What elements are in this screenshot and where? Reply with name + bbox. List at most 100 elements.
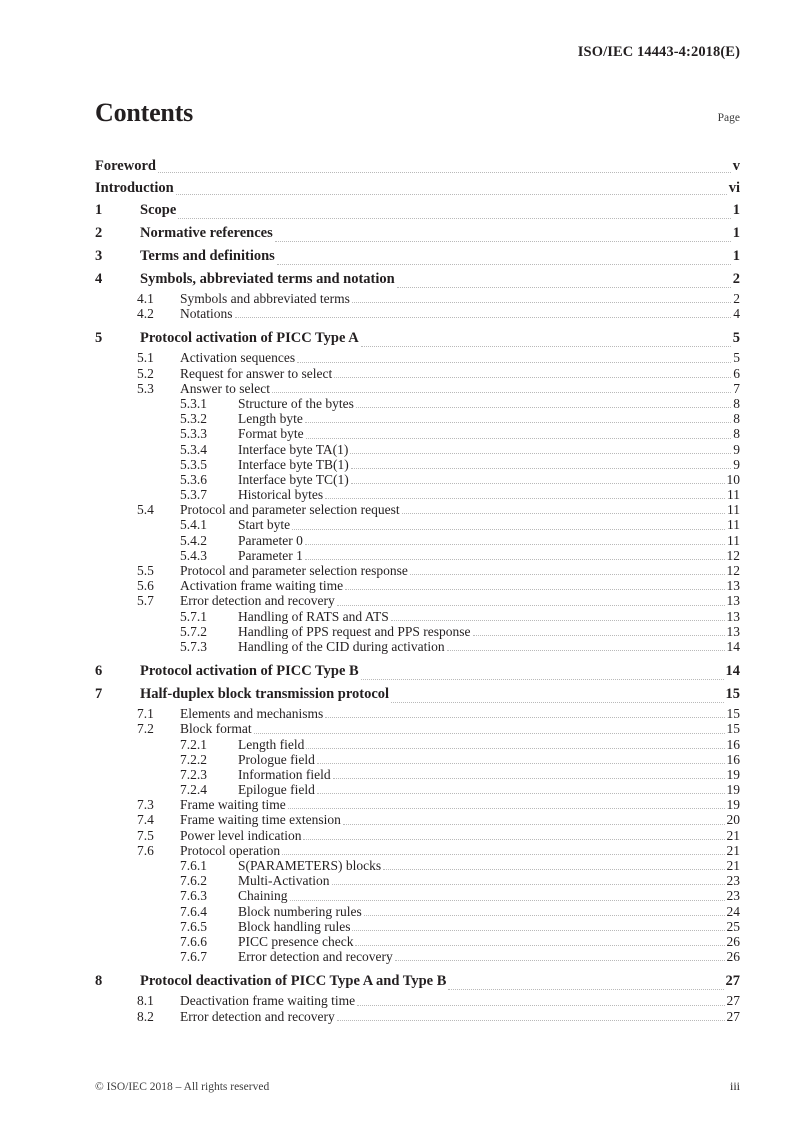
toc-entry-page-number: 16 [726, 751, 741, 767]
toc-entry[interactable]: 5.4 Protocol and parameter selection requ… [95, 502, 740, 517]
toc-entry[interactable]: 4.1 Symbols and abbreviated terms 2 [95, 291, 740, 306]
toc-leader-dots [305, 437, 732, 439]
toc-entry[interactable]: 7.6.4 Block numbering rules 24 [95, 904, 740, 919]
toc-entry-number: 5.4 [137, 502, 154, 518]
toc-leader-dots [357, 1004, 725, 1006]
toc-entry[interactable]: 7.6.5 Block handling rules 25 [95, 919, 740, 934]
toc-entry-page-number: 12 [726, 547, 741, 563]
toc-entry[interactable]: 7.2.2 Prologue field 16 [95, 752, 740, 767]
toc-entry-page-number: 24 [726, 903, 741, 919]
toc-entry[interactable]: 5.5 Protocol and parameter selection resp… [95, 563, 740, 578]
toc-entry[interactable]: 7.6 Protocol operation 21 [95, 843, 740, 858]
toc-entry-page-number: 25 [726, 918, 741, 934]
toc-entry[interactable]: 7 Half-duplex block transmission protocol… [95, 683, 740, 706]
toc-entry-page-number: 27 [726, 993, 741, 1009]
toc-entry[interactable]: 5.3.6 Interface byte TC(1) 10 [95, 472, 740, 487]
toc-entry-label: Elements and mechanisms [180, 706, 324, 722]
toc-entry[interactable]: 5.3.4 Interface byte TA(1) 9 [95, 442, 740, 457]
toc-entry-page-number: 16 [726, 736, 741, 752]
toc-leader-dots [350, 467, 732, 469]
toc-entry[interactable]: 7.4 Frame waiting time extension 20 [95, 812, 740, 827]
toc-entry[interactable]: 5.6 Activation frame waiting time 13 [95, 578, 740, 593]
toc-entry[interactable]: 4.2 Notations 4 [95, 306, 740, 321]
toc-entry[interactable]: 5.4.2 Parameter 0 11 [95, 533, 740, 548]
toc-entry[interactable]: 5.4.3 Parameter 1 12 [95, 548, 740, 563]
toc-entry-label: PICC presence check [238, 933, 354, 949]
toc-entry[interactable]: 8.2 Error detection and recovery 27 [95, 1009, 740, 1024]
toc-entry-page-number: 21 [726, 827, 741, 843]
toc-entry-label: Protocol deactivation of PICC Type A and… [140, 973, 447, 990]
toc-entry[interactable]: 2 Normative references 1 [95, 222, 740, 245]
toc-leader-dots [304, 559, 725, 560]
toc-entry[interactable]: 7.2 Block format 15 [95, 721, 740, 736]
toc-entry[interactable]: 7.6.3 Chaining 23 [95, 888, 740, 903]
toc-entry[interactable]: 5.3.1 Structure of the bytes 8 [95, 396, 740, 411]
toc-entry[interactable]: 7.6.1 S(PARAMETERS) blocks 21 [95, 858, 740, 873]
toc-entry-label: S(PARAMETERS) blocks [238, 858, 382, 873]
toc-entry[interactable]: 7.6.6 PICC presence check 26 [95, 934, 740, 949]
toc-entry[interactable]: 6 Protocol activation of PICC Type B 14 [95, 660, 740, 683]
toc-entry[interactable]: 5.3.5 Interface byte TB(1) 9 [95, 457, 740, 472]
toc-leader-dots [316, 762, 725, 764]
toc-entry[interactable]: 5.3.2 Length byte 8 [95, 411, 740, 426]
toc-entry-label: Structure of the bytes [238, 395, 354, 411]
toc-entry-number: 7.6.6 [180, 933, 207, 949]
toc-entry-page-number: 8 [733, 411, 740, 427]
toc-entry[interactable]: 7.3 Frame waiting time 19 [95, 797, 740, 812]
toc-entry-page-number: 2 [733, 291, 740, 306]
toc-entry-page-number: 21 [726, 842, 741, 858]
toc-leader-dots [292, 528, 725, 530]
toc-entry[interactable]: 5 Protocol activation of PICC Type A 5 [95, 327, 740, 350]
toc-entry[interactable]: 3 Terms and definitions 1 [95, 245, 740, 268]
toc-entry-number: 7.6.5 [180, 918, 207, 934]
toc-entry[interactable]: 5.7.3 Handling of the CID during activati… [95, 639, 740, 654]
toc-entry[interactable]: 7.2.4 Epilogue field 19 [95, 782, 740, 797]
toc-entry-number: 7 [95, 686, 103, 703]
toc-entry[interactable]: 5.2 Request for answer to select 6 [95, 366, 740, 381]
toc-entry[interactable]: 5.3.3 Format byte 8 [95, 426, 740, 441]
toc-entry-number: 4.1 [137, 291, 154, 306]
toc-entry-label: Answer to select [180, 380, 270, 396]
toc-entry-label: Multi-Activation [238, 873, 330, 889]
toc-leader-dots [316, 793, 725, 795]
toc-entry-number: 5.4.2 [180, 532, 207, 548]
toc-entry[interactable]: Introduction vi [95, 177, 740, 199]
toc-entry-number: 7.4 [137, 812, 154, 828]
toc-entry-page-number: 27 [725, 973, 741, 990]
toc-entry[interactable]: 5.1 Activation sequences 5 [95, 350, 740, 365]
toc-entry[interactable]: 1 Scope 1 [95, 199, 740, 222]
toc-entry-number: 8 [95, 973, 103, 990]
toc-leader-dots [350, 452, 732, 454]
toc-entry[interactable]: 5.3.7 Historical bytes 11 [95, 487, 740, 502]
toc-leader-dots [448, 989, 724, 991]
toc-entry[interactable]: 7.5 Power level indication 21 [95, 828, 740, 843]
toc-entry[interactable]: 5.3 Answer to select 7 [95, 381, 740, 396]
toc-entry-page-number: 11 [727, 532, 740, 548]
toc-entry[interactable]: 7.2.3 Information field 19 [95, 767, 740, 782]
toc-entry[interactable]: 5.7 Error detection and recovery 13 [95, 593, 740, 608]
toc-entry-page-number: 19 [726, 797, 741, 813]
toc-leader-dots [332, 778, 725, 780]
toc-entry-page-number: 12 [726, 563, 741, 578]
toc-entry[interactable]: 5.7.2 Handling of PPS request and PPS res… [95, 624, 740, 639]
toc-entry[interactable]: 4 Symbols, abbreviated terms and notation… [95, 268, 740, 291]
toc-leader-dots [355, 407, 732, 409]
toc-entry[interactable]: Foreword v [95, 155, 740, 177]
toc-entry-label: Handling of PPS request and PPS response [238, 623, 471, 639]
toc-entry-page-number: 26 [726, 933, 741, 949]
toc-entry[interactable]: 8.1 Deactivation frame waiting time 27 [95, 993, 740, 1008]
toc-entry-page-number: 5 [733, 350, 740, 366]
toc-entry[interactable]: 7.6.7 Error detection and recovery 26 [95, 949, 740, 964]
toc-entry[interactable]: 7.2.1 Length field 16 [95, 737, 740, 752]
toc-entry[interactable]: 5.7.1 Handling of RATS and ATS 13 [95, 609, 740, 624]
toc-entry[interactable]: 7.1 Elements and mechanisms 15 [95, 706, 740, 721]
toc-entry[interactable]: 8 Protocol deactivation of PICC Type A an… [95, 970, 740, 993]
toc-entry[interactable]: 7.6.2 Multi-Activation 23 [95, 873, 740, 888]
toc-leader-dots [271, 391, 732, 393]
toc-entry-label: Interface byte TB(1) [238, 456, 349, 472]
toc-entry[interactable]: 5.4.1 Start byte 11 [95, 517, 740, 532]
toc-entry-page-number: 1 [732, 202, 740, 218]
toc-entry-label: Protocol and parameter selection request [180, 502, 400, 518]
toc-entry-label: Parameter 1 [238, 547, 303, 563]
toc-entry-number: 5.3 [137, 380, 154, 396]
